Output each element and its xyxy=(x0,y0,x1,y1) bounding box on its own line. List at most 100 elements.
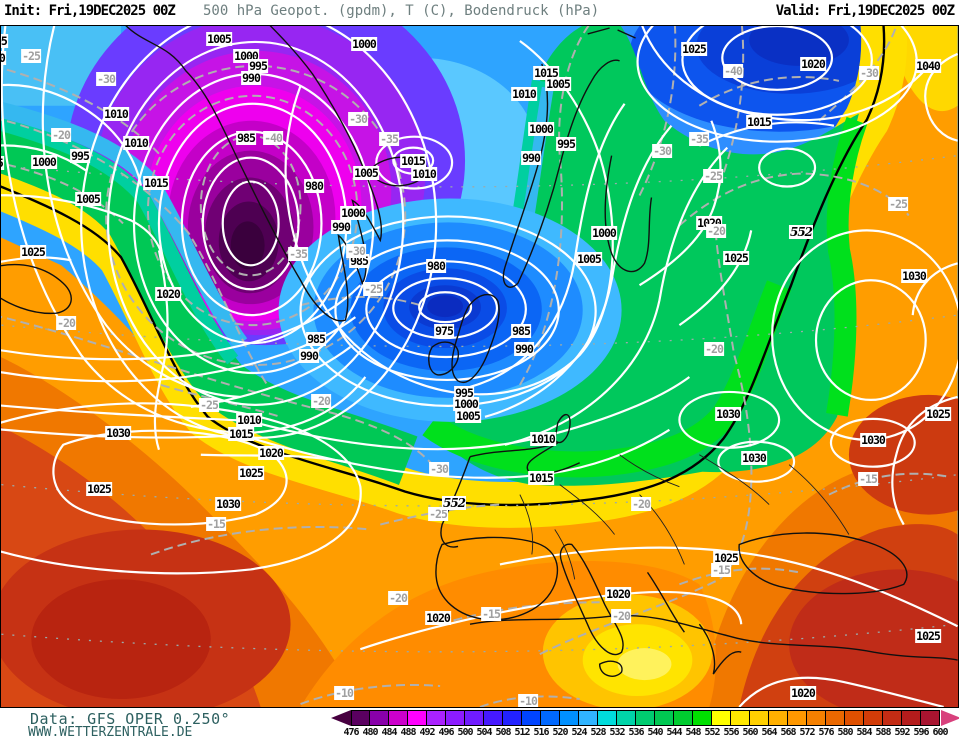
temperature-label: -15 xyxy=(711,563,731,577)
temperature-label: -20 xyxy=(706,224,726,238)
colorbar-cell xyxy=(484,710,503,726)
colorbar-cell xyxy=(921,710,940,726)
colorbar-tick-label: 480 xyxy=(362,727,378,738)
colorbar-tick-label: 508 xyxy=(495,727,511,738)
pressure-label: 1000 xyxy=(351,37,377,51)
pressure-label: 1020 xyxy=(155,287,181,301)
pressure-label: 1015 xyxy=(228,427,254,441)
colorbar-cell xyxy=(902,710,921,726)
colorbar-cell xyxy=(769,710,788,726)
colorbar-tick-label: 544 xyxy=(666,727,682,738)
colorbar-cell xyxy=(731,710,750,726)
colorbar-right-arrow xyxy=(941,710,959,726)
temperature-label: -30 xyxy=(859,66,879,80)
colorbar-tick-label: 596 xyxy=(913,727,929,738)
pressure-label: 1010 xyxy=(103,107,129,121)
colorbar-tick-label: 572 xyxy=(799,727,815,738)
colorbar-tick-label: 492 xyxy=(419,727,435,738)
colorbar-cell xyxy=(712,710,731,726)
colorbar-cell xyxy=(598,710,617,726)
geopotential-colorbar: 476 480 484 488 492 496 500 504 508 512 516 520 524 5… xyxy=(331,710,959,740)
pressure-label: 1030 xyxy=(901,269,927,283)
pressure-label: 1030 xyxy=(715,407,741,421)
pressure-label: 1020 xyxy=(605,587,631,601)
pressure-label: 1000 xyxy=(31,155,57,169)
temperature-label: -35 xyxy=(689,132,709,146)
pressure-label: 1005 xyxy=(455,409,481,423)
temperature-label: -40 xyxy=(263,131,283,145)
pressure-label: 1010 xyxy=(123,136,149,150)
temperature-label: -20 xyxy=(311,394,331,408)
temperature-label: -15 xyxy=(206,517,226,531)
pressure-label: 1020 xyxy=(258,446,284,460)
pressure-label: 1010 xyxy=(511,87,537,101)
colorbar-tick-label: 564 xyxy=(761,727,777,738)
pressure-label: 1040 xyxy=(915,59,941,73)
temperature-label: -25 xyxy=(428,507,448,521)
colorbar-tick-label: 520 xyxy=(552,727,568,738)
temperature-label: -25 xyxy=(21,49,41,63)
colorbar-cell xyxy=(883,710,902,726)
colorbar-cell xyxy=(351,710,370,726)
colorbar-tick-label: 568 xyxy=(780,727,796,738)
colorbar-tick-label: 524 xyxy=(571,727,587,738)
colorbar-tick-label: 500 xyxy=(457,727,473,738)
colorbar-tick-label: 504 xyxy=(476,727,492,738)
pressure-label: 980 xyxy=(304,179,324,193)
colorbar-cell xyxy=(655,710,674,726)
colorbar-cell xyxy=(370,710,389,726)
colorbar-tick-label: 600 xyxy=(932,727,948,738)
pressure-label: 1015 xyxy=(533,66,559,80)
colorbar-tick-label: 516 xyxy=(533,727,549,738)
pressure-label: 995 xyxy=(248,59,268,73)
pressure-label: 1020 xyxy=(425,611,451,625)
pressure-label: 990 xyxy=(299,349,319,363)
pressure-label: 1020 xyxy=(800,57,826,71)
pressure-label: 975 xyxy=(434,324,454,338)
pressure-label: 1005 xyxy=(206,32,232,46)
pressure-label: 1005 xyxy=(75,192,101,206)
pressure-label: 1000 xyxy=(591,226,617,240)
temperature-label: -15 xyxy=(481,607,501,621)
colorbar-cell xyxy=(579,710,598,726)
pressure-label: 1005 xyxy=(576,252,602,266)
colorbar-tick-label: 476 xyxy=(343,727,359,738)
colorbar-cell xyxy=(845,710,864,726)
pressure-label: 1000 xyxy=(528,122,554,136)
colorbar-tick-label: 484 xyxy=(381,727,397,738)
pressure-label: 1030 xyxy=(860,433,886,447)
data-source-label: Data: GFS OPER 0.250° xyxy=(30,710,231,728)
colorbar-cell xyxy=(750,710,769,726)
pressure-label: 1010 xyxy=(236,413,262,427)
pressure-label: 1030 xyxy=(215,497,241,511)
colorbar-tick-label: 588 xyxy=(875,727,891,738)
pressure-label: 1025 xyxy=(238,466,264,480)
colorbar-tick-label: 496 xyxy=(438,727,454,738)
pressure-label: 1030 xyxy=(741,451,767,465)
map-label-layer: 1005 1000 995 990 1000 985 980 1015 1010 1005 1000… xyxy=(1,26,958,707)
weather-map: 1005 1000 995 990 1000 985 980 1015 1010 1005 1000… xyxy=(0,25,959,708)
colorbar-cell xyxy=(541,710,560,726)
colorbar-cell xyxy=(408,710,427,726)
temperature-label: -25 xyxy=(199,398,219,412)
colorbar-cell xyxy=(446,710,465,726)
temperature-label: -30 xyxy=(96,72,116,86)
temperature-label: -35 xyxy=(288,247,308,261)
pressure-label: 1030 xyxy=(105,426,131,440)
temperature-label: -20 xyxy=(56,316,76,330)
pressure-label: 1015 xyxy=(746,115,772,129)
colorbar-tick-label: 488 xyxy=(400,727,416,738)
temperature-label: -25 xyxy=(363,282,383,296)
colorbar-cell xyxy=(427,710,446,726)
colorbar-tick-label: 528 xyxy=(590,727,606,738)
pressure-label: 1015 xyxy=(400,154,426,168)
pressure-label: 995 xyxy=(70,149,90,163)
website-label: WWW.WETTERZENTRALE.DE xyxy=(28,725,193,740)
pressure-label: 1025 xyxy=(86,482,112,496)
geopotential-height-label: 552 xyxy=(788,225,813,239)
geopotential-height-label: 552 xyxy=(441,496,466,510)
temperature-label: -25 xyxy=(888,197,908,211)
temperature-label: -30 xyxy=(652,144,672,158)
pressure-label: 985 xyxy=(306,332,326,346)
colorbar-cell xyxy=(826,710,845,726)
